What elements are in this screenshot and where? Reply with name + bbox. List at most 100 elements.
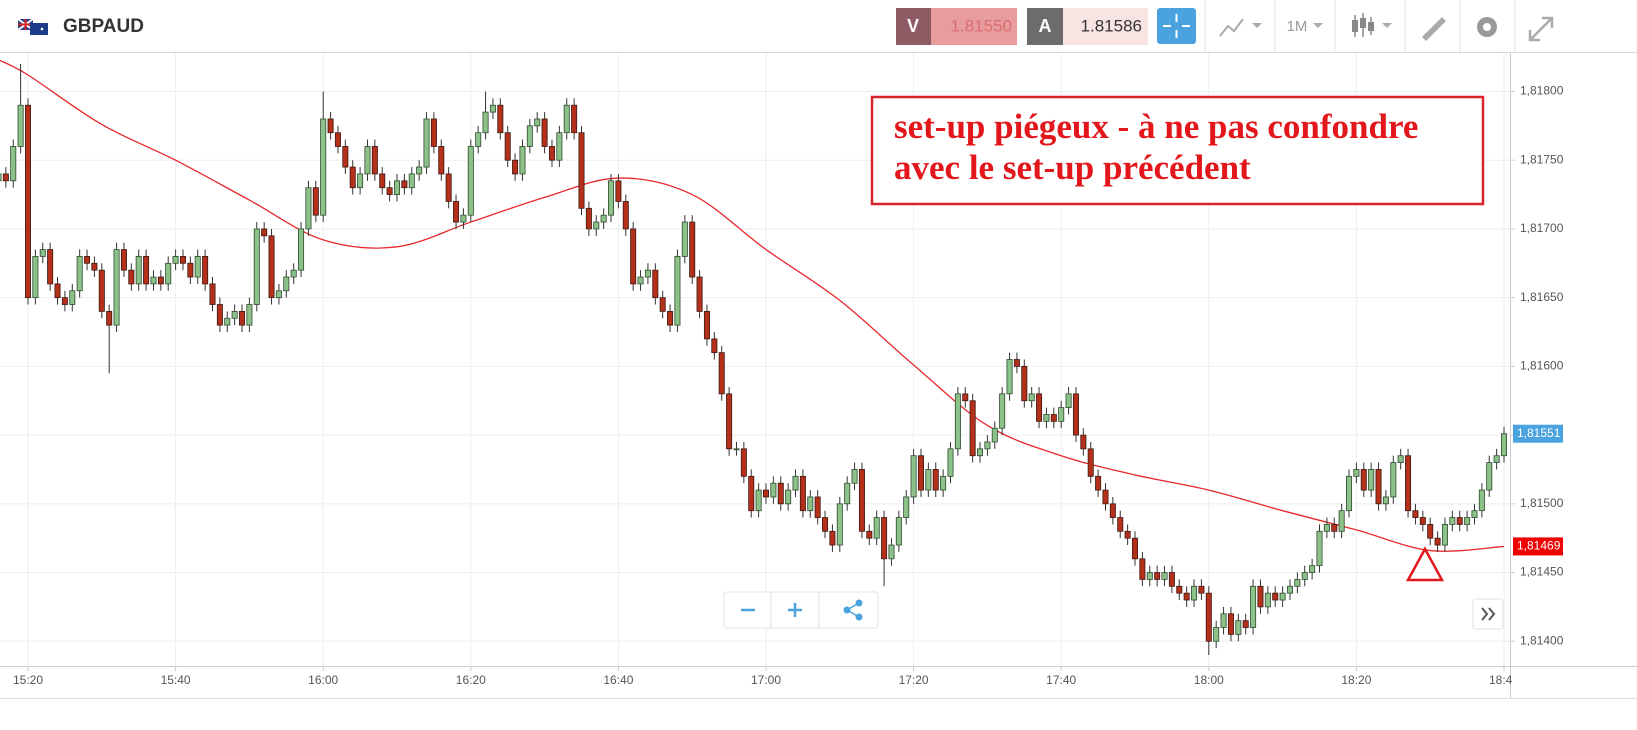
candle-body <box>320 118 327 216</box>
candle-body <box>1272 592 1279 601</box>
candle-body <box>1486 462 1493 491</box>
buy-label-bg <box>1027 8 1063 45</box>
flag-icon[interactable] <box>17 18 48 35</box>
candle-body <box>659 297 666 312</box>
price-markers: 1,81551 1,81469 <box>1513 424 1563 556</box>
dropdown-arrow <box>1313 23 1323 28</box>
candle-body <box>903 496 910 518</box>
dropdown-arrow <box>1252 23 1262 28</box>
candle-body <box>1323 524 1330 532</box>
buy-button[interactable]: A 1.81586 <box>1027 8 1148 45</box>
candle-body <box>740 448 747 477</box>
timeframe-button[interactable]: 1M <box>1287 18 1323 35</box>
moving-average <box>0 59 1505 552</box>
candle-body <box>807 496 814 512</box>
candle-body <box>1109 503 1116 518</box>
buy-label: A <box>1039 16 1052 36</box>
candle-body <box>172 256 179 264</box>
candle-body <box>1316 530 1323 567</box>
triangle-marker <box>1405 546 1445 582</box>
candle-body <box>202 256 209 285</box>
scroll-icon <box>1481 607 1496 621</box>
candle-body <box>1176 585 1183 594</box>
candle-body <box>1117 517 1124 532</box>
candle-body <box>1331 524 1338 532</box>
candle-body <box>165 262 172 285</box>
dropdown-arrow <box>1382 23 1392 28</box>
candle-body <box>1375 469 1382 505</box>
toolbar-separators <box>1204 0 1516 52</box>
y-tick-label: 1,81500 <box>1520 496 1564 510</box>
fullscreen-icon <box>1528 16 1554 42</box>
price-marker-label: 1,81551 <box>1517 426 1561 440</box>
top-bar-bg <box>0 0 1637 52</box>
candle-body <box>357 173 364 189</box>
candle-body <box>844 482 851 505</box>
chart-type-button[interactable] <box>1352 13 1392 37</box>
candle-body <box>726 393 733 450</box>
candle-body <box>888 544 895 560</box>
candle-body <box>947 448 954 477</box>
candle-body <box>1139 558 1146 580</box>
candle-body <box>290 269 297 278</box>
candle-body <box>652 269 659 299</box>
candle-body <box>1213 627 1220 642</box>
crosshair-button[interactable] <box>1157 8 1196 44</box>
draw-icon <box>1422 17 1446 41</box>
candle-body <box>667 310 674 326</box>
candle-body <box>748 475 755 512</box>
scroll-to-end-button[interactable] <box>1472 598 1504 630</box>
candle-body <box>1065 393 1072 409</box>
candle-body <box>1441 524 1448 546</box>
candle-body <box>120 249 127 271</box>
symbol[interactable]: GBPAUD <box>63 16 144 37</box>
candle-body <box>836 503 843 546</box>
candle-body <box>386 187 393 195</box>
annotation-line: set-up piégeux - à ne pas confondre <box>894 107 1418 146</box>
candle-body <box>1013 359 1020 367</box>
candle-body <box>1449 517 1456 525</box>
candle-body <box>1493 455 1500 463</box>
candle-body <box>925 469 932 491</box>
candle-body <box>630 228 637 285</box>
settings-button[interactable] <box>1477 17 1497 37</box>
candle-body <box>696 276 703 312</box>
candle-body <box>541 118 548 147</box>
candle-body <box>113 249 120 326</box>
candle-body <box>991 427 998 443</box>
candle-body <box>1501 433 1508 457</box>
candle-body <box>106 310 113 326</box>
candle-body <box>1198 585 1205 594</box>
candle-body <box>47 249 54 285</box>
zoom-in-button[interactable] <box>788 603 802 617</box>
indicator-button[interactable] <box>1219 18 1262 37</box>
candle-body <box>342 146 349 168</box>
draw-button[interactable] <box>1422 17 1446 41</box>
candle-body <box>39 249 46 257</box>
candle-body <box>401 180 408 189</box>
candle-body <box>1464 517 1471 525</box>
candle-body <box>1368 469 1375 491</box>
candle-body <box>600 214 607 223</box>
candle-body <box>703 310 710 340</box>
candle-body <box>209 283 216 305</box>
candle-body <box>2 173 9 182</box>
candle-body <box>814 496 821 518</box>
share-button[interactable] <box>843 599 863 621</box>
candle-body <box>283 276 290 292</box>
candle-body <box>622 201 629 230</box>
candle-body <box>76 256 83 292</box>
candle-body <box>1338 510 1345 532</box>
candle-body <box>261 228 268 237</box>
annotation: set-up piégeux - à ne pas confondre avec… <box>870 95 1485 206</box>
candle-body <box>305 187 312 230</box>
fullscreen-button[interactable] <box>1528 16 1554 42</box>
candle-body <box>312 187 319 216</box>
candle-body <box>150 276 157 285</box>
candle-body <box>216 304 223 326</box>
axes: 1,814001,814501,815001,815501,816001,816… <box>0 53 1637 699</box>
sell-button[interactable]: V 1.81550 <box>896 8 1017 45</box>
candle-body <box>1220 613 1227 628</box>
candle-body <box>858 469 865 532</box>
